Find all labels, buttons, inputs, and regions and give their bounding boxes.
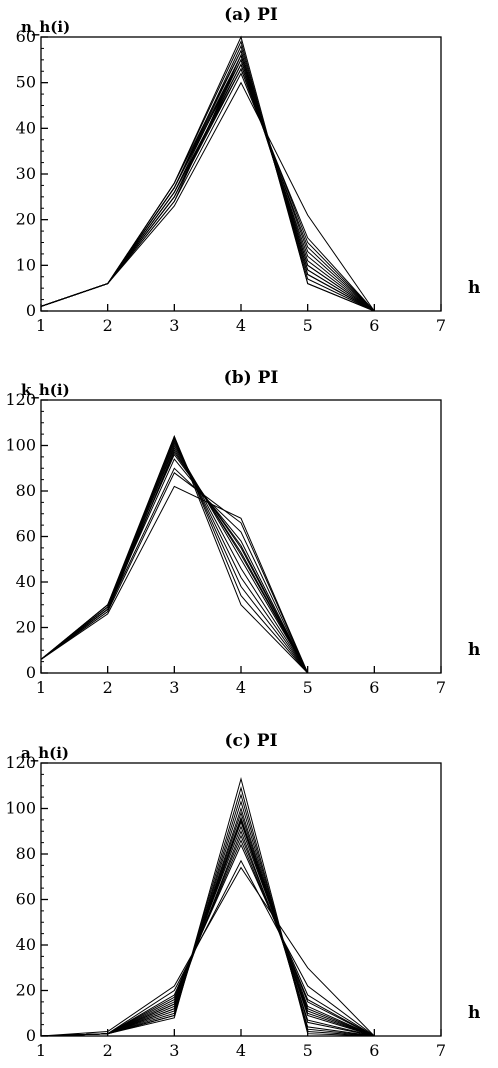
x-axis-label: h	[468, 640, 480, 660]
y-tick-label: 40	[16, 572, 36, 591]
y-tick-label: 100	[5, 436, 36, 455]
y-tick-label: 50	[16, 73, 36, 92]
y-tick-label: 10	[16, 255, 36, 274]
chart-title: (b) PI	[224, 368, 279, 388]
y-tick-label: 120	[5, 753, 36, 772]
series-line-7	[40, 811, 375, 1037]
x-tick-label: 2	[103, 1041, 113, 1060]
x-tick-label: 3	[169, 1041, 179, 1060]
y-tick-label: 60	[16, 27, 36, 46]
x-axis-label: h	[468, 1003, 480, 1023]
series-line-8	[40, 49, 375, 312]
x-axis-label: h	[468, 278, 480, 298]
y-tick-label: 60	[16, 527, 36, 546]
y-tick-label: 100	[5, 799, 36, 818]
x-tick-label: 2	[103, 678, 113, 697]
series-line-2	[40, 67, 375, 312]
x-tick-label: 6	[369, 678, 379, 697]
x-tick-label: 1	[36, 316, 46, 335]
x-tick-label: 7	[436, 1041, 446, 1060]
series-line-2	[40, 843, 375, 1037]
series-line-12	[40, 451, 309, 674]
series-line-4	[40, 58, 375, 312]
series-line-8	[40, 806, 375, 1037]
y-tick-label: 40	[16, 118, 36, 137]
y-tick-label: 0	[26, 1026, 36, 1045]
x-tick-label: 1	[36, 678, 46, 697]
series-line-3	[40, 458, 309, 674]
series-line-3	[40, 63, 375, 312]
x-tick-label: 5	[303, 1041, 313, 1060]
y-tick-label: 20	[16, 210, 36, 229]
y-axis-label: a_h(i)	[21, 744, 69, 762]
y-tick-label: 0	[26, 663, 36, 682]
series-line-1	[40, 472, 309, 674]
series-line-5	[40, 449, 309, 674]
series-line-13	[40, 67, 375, 312]
series-line-10	[40, 40, 375, 312]
x-tick-label: 7	[436, 316, 446, 335]
y-tick-label: 0	[26, 301, 36, 320]
series-line-7	[40, 49, 375, 312]
series-line-14	[40, 53, 375, 312]
y-tick-label: 120	[5, 390, 36, 409]
x-tick-label: 1	[36, 1041, 46, 1060]
x-tick-label: 6	[369, 1041, 379, 1060]
chart-panel-2: (c) PI a_h(i)h 0 20 40 60 80 100 120 1 2 3 4 5 6 7	[5, 731, 480, 1060]
series-line-0	[40, 485, 309, 674]
y-axis-label: n_h(i)	[21, 18, 70, 36]
x-tick-label: 3	[169, 678, 179, 697]
plot-frame	[40, 399, 442, 674]
x-tick-label: 4	[236, 316, 246, 335]
x-tick-label: 5	[303, 678, 313, 697]
series-line-11	[40, 435, 309, 674]
series-line-8	[40, 439, 309, 674]
y-tick-label: 80	[16, 844, 36, 863]
chart-panel-0: (a) PI n_h(i)h 0 10 20 30 40 50 60 1 2 3 4 5 6 7	[16, 5, 481, 335]
series-line-4	[40, 825, 375, 1037]
y-axis-label: k_h(i)	[21, 381, 70, 399]
series-line-13	[40, 446, 309, 674]
y-tick-label: 60	[16, 890, 36, 909]
x-tick-label: 4	[236, 1041, 246, 1060]
series-line-3	[40, 834, 375, 1037]
series-line-0	[40, 866, 375, 1037]
chart-title: (a) PI	[224, 5, 278, 25]
series-line-15	[40, 53, 375, 312]
x-tick-label: 2	[103, 316, 113, 335]
y-tick-label: 80	[16, 481, 36, 500]
series-line-6	[40, 444, 309, 674]
series-line-2	[40, 467, 309, 674]
chart-title: (c) PI	[224, 731, 277, 751]
x-tick-label: 7	[436, 678, 446, 697]
series-line-6	[40, 53, 375, 312]
plot-frame	[40, 762, 442, 1037]
series-line-5	[40, 820, 375, 1037]
y-tick-label: 30	[16, 164, 36, 183]
x-tick-label: 6	[369, 316, 379, 335]
y-tick-label: 20	[16, 981, 36, 1000]
x-tick-label: 3	[169, 316, 179, 335]
series-line-14	[40, 839, 375, 1037]
series-line-10	[40, 435, 309, 674]
series-line-15	[40, 818, 375, 1037]
series-line-12	[40, 63, 375, 312]
x-tick-label: 5	[303, 316, 313, 335]
series-line-9	[40, 44, 375, 312]
series-line-7	[40, 442, 309, 674]
x-tick-label: 4	[236, 678, 246, 697]
chart-panel-1: (b) PI k_h(i)h 0 20 40 60 80 100 120 1 2 3 4 5 6 7	[5, 368, 480, 697]
plot-frame	[40, 36, 442, 312]
y-tick-label: 20	[16, 618, 36, 637]
series-line-1	[40, 859, 375, 1037]
y-tick-label: 40	[16, 935, 36, 954]
